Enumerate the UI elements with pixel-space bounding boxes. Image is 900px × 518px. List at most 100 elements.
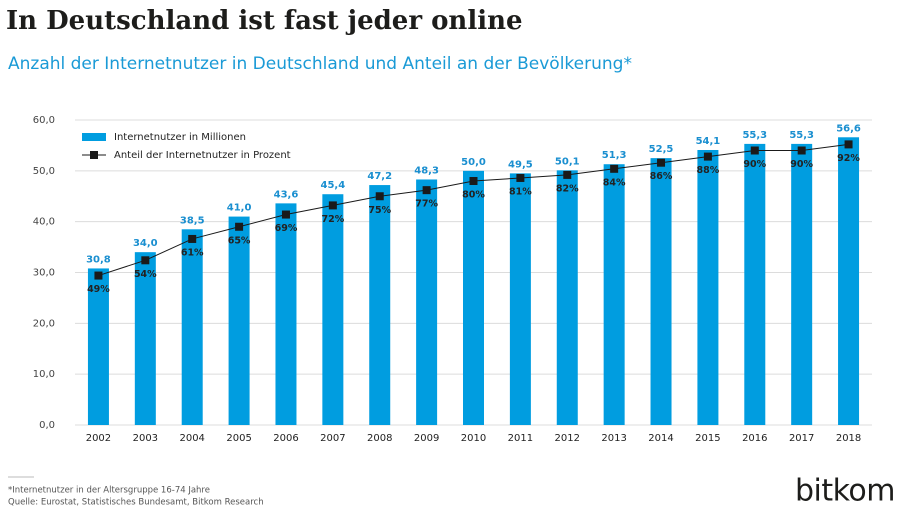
point-label: 90% <box>790 159 813 170</box>
point-label: 84% <box>603 177 626 188</box>
bar <box>838 137 860 426</box>
y-tick-label: 20,0 <box>33 318 55 329</box>
marker <box>844 140 853 149</box>
bar <box>134 252 156 425</box>
y-tick-label: 60,0 <box>33 115 55 126</box>
marker <box>188 234 197 243</box>
y-tick-label: 10,0 <box>33 369 55 380</box>
y-tick-label: 30,0 <box>33 268 55 279</box>
marker <box>657 158 666 167</box>
bar-label: 54,1 <box>696 136 721 147</box>
point-label: 65% <box>228 235 251 246</box>
x-tick-label: 2005 <box>226 433 251 444</box>
point-label: 92% <box>837 153 860 164</box>
x-tick-label: 2003 <box>133 433 158 444</box>
bar <box>463 170 484 425</box>
bar-label: 41,0 <box>227 203 252 214</box>
point-label: 72% <box>321 214 344 225</box>
bar-label: 55,3 <box>742 130 767 141</box>
chart-subtitle: Anzahl der Internetnutzer in Deutschland… <box>8 54 632 74</box>
bar-label: 55,3 <box>789 130 814 141</box>
bar-label: 38,5 <box>180 215 205 226</box>
bar-label: 56,6 <box>836 123 861 134</box>
bar <box>416 179 438 425</box>
marker <box>469 177 478 185</box>
marker <box>797 146 806 155</box>
marker <box>422 186 431 195</box>
point-label: 81% <box>509 186 532 197</box>
source: Quelle: Eurostat, Statistisches Bundesam… <box>8 498 264 508</box>
bar-label: 45,4 <box>321 180 346 191</box>
marker <box>375 192 384 201</box>
x-tick-label: 2002 <box>86 433 111 444</box>
bar <box>697 149 719 425</box>
legend-label: Internetnutzer in Millionen <box>114 132 246 143</box>
bar-label: 34,0 <box>133 238 158 249</box>
bar <box>322 194 344 425</box>
bar-label: 48,3 <box>414 165 439 176</box>
point-label: 82% <box>556 183 579 194</box>
bar <box>744 143 766 425</box>
bar <box>509 173 531 425</box>
point-label: 86% <box>650 171 673 182</box>
bar <box>369 185 391 425</box>
x-tick-label: 2012 <box>555 433 580 444</box>
marker <box>94 271 103 280</box>
bar-label: 49,5 <box>508 159 533 170</box>
x-tick-label: 2018 <box>836 433 861 444</box>
marker <box>610 164 619 173</box>
x-tick-label: 2010 <box>461 433 486 444</box>
point-label: 69% <box>275 223 298 234</box>
x-tick-label: 2008 <box>367 433 392 444</box>
bar-label: 47,2 <box>367 171 392 182</box>
point-label: 54% <box>134 269 157 280</box>
x-tick-label: 2017 <box>789 433 814 444</box>
marker <box>328 201 337 210</box>
x-tick-label: 2006 <box>273 433 298 444</box>
x-tick-label: 2016 <box>742 433 767 444</box>
marker <box>281 210 290 219</box>
bar-label: 50,0 <box>461 157 486 168</box>
bar-label: 43,6 <box>274 189 299 200</box>
bar-label: 51,3 <box>602 150 627 161</box>
point-label: 88% <box>697 165 720 176</box>
point-label: 77% <box>415 199 438 210</box>
footnote: *Internetnutzer in der Altersgruppe 16-7… <box>8 486 210 496</box>
x-tick-label: 2014 <box>648 433 673 444</box>
point-label: 80% <box>462 190 485 201</box>
y-tick-label: 40,0 <box>33 217 55 228</box>
bar <box>275 203 297 425</box>
legend-marker <box>90 151 98 159</box>
marker <box>141 256 150 265</box>
x-tick-label: 2009 <box>414 433 439 444</box>
bar <box>228 216 250 425</box>
marker <box>750 146 759 155</box>
bar <box>181 229 203 425</box>
marker <box>563 170 572 179</box>
x-tick-label: 2007 <box>320 433 345 444</box>
legend-label: Anteil der Internetnutzer in Prozent <box>114 150 291 161</box>
x-tick-label: 2015 <box>695 433 720 444</box>
point-label: 75% <box>368 205 391 216</box>
bar <box>603 164 625 425</box>
bar-label: 52,5 <box>649 144 674 155</box>
point-label: 61% <box>181 247 204 258</box>
bar-label: 50,1 <box>555 156 580 167</box>
marker <box>235 222 244 231</box>
point-label: 90% <box>743 159 766 170</box>
y-tick-label: 50,0 <box>33 166 55 177</box>
x-tick-label: 2011 <box>508 433 533 444</box>
x-tick-label: 2004 <box>179 433 204 444</box>
bar <box>650 158 672 425</box>
bar <box>791 143 813 425</box>
chart-title: In Deutschland ist fast jeder online <box>6 6 523 36</box>
logo: bitkom <box>795 474 895 509</box>
legend-swatch <box>82 133 106 141</box>
marker <box>703 152 712 161</box>
y-tick-label: 0,0 <box>39 420 55 431</box>
bar <box>556 170 578 425</box>
bar-label: 30,8 <box>86 254 111 265</box>
bar <box>87 268 109 425</box>
x-tick-label: 2013 <box>601 433 626 444</box>
